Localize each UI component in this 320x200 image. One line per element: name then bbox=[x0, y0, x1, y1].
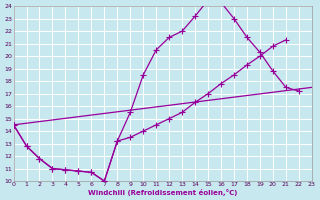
X-axis label: Windchill (Refroidissement éolien,°C): Windchill (Refroidissement éolien,°C) bbox=[88, 189, 237, 196]
